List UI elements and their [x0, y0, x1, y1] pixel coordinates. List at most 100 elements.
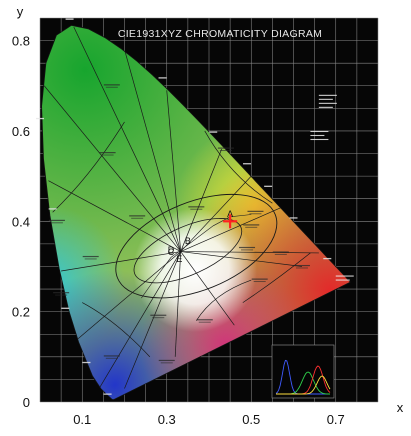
spectrum-inset — [271, 344, 335, 399]
wavelength-tick-mark — [36, 117, 44, 120]
side-notes-group — [310, 94, 354, 281]
wavelength-tick-mark — [48, 208, 57, 210]
region-boundary-arc — [82, 302, 151, 358]
region-label-mark — [295, 267, 308, 269]
wavelength-tick-mark — [289, 217, 298, 219]
region-label-mark — [239, 246, 256, 249]
region-label-mark — [158, 359, 175, 362]
side-note-mark — [310, 134, 325, 137]
inset-frame — [271, 344, 335, 399]
x-tick-label: 0.1 — [73, 412, 91, 427]
region-boundary-line — [61, 251, 181, 272]
side-note-mark — [335, 279, 350, 281]
region-label-mark — [243, 224, 260, 226]
region-label-mark — [293, 264, 310, 267]
region-label-mark — [103, 84, 120, 86]
region-label-mark — [152, 317, 165, 319]
wavelength-tick-mark — [209, 131, 218, 133]
x-axis-label: x — [397, 400, 404, 415]
region-boundary-arc — [52, 121, 125, 213]
region-label-mark — [84, 258, 97, 260]
region-label-mark — [272, 251, 289, 253]
region-boundary-line — [174, 251, 182, 357]
y-tick-label: 0.2 — [12, 305, 30, 320]
side-note-mark — [310, 138, 329, 141]
region-label-mark — [105, 357, 118, 359]
region-boundary-line — [166, 90, 182, 252]
wavelength-tick-mark — [323, 257, 332, 260]
region-label-mark — [190, 208, 203, 210]
region-label-mark — [150, 314, 167, 316]
wavelength-tick-mark — [264, 185, 273, 187]
wavelength-tick-mark — [61, 307, 70, 309]
x-tick-label: 0.3 — [158, 412, 176, 427]
region-boundary-line — [98, 251, 181, 389]
wavelength-tick-mark — [158, 77, 167, 79]
wavelength-tick-mark — [103, 393, 112, 395]
region-label-mark — [253, 281, 266, 283]
chart-title: CIE1931XYZ CHROMATICITY DIAGRAM — [118, 28, 322, 40]
region-boundary-line — [77, 251, 181, 340]
color-region-boundaries — [43, 26, 319, 389]
region-label-mark — [247, 210, 264, 212]
illuminant-label-A: A — [227, 209, 233, 219]
region-boundary-arc — [204, 130, 273, 204]
region-label-mark — [103, 355, 120, 357]
wavelength-tick-mark — [65, 18, 74, 20]
region-boundary-line — [124, 49, 182, 252]
region-label-mark — [274, 253, 287, 255]
region-boundary-line — [124, 251, 182, 389]
illuminant-label-E: E — [176, 254, 182, 264]
region-label-mark — [217, 147, 234, 149]
white-region-outer-ellipse — [115, 193, 278, 299]
inset-yellow-curve — [276, 375, 331, 395]
y-tick-label: 0.8 — [12, 34, 30, 49]
white-region-inner-ellipse — [133, 218, 243, 284]
wavelength-tick-mark — [243, 163, 252, 165]
x-tick-label: 0.5 — [242, 412, 260, 427]
region-label-mark — [82, 255, 99, 258]
region-label-mark — [198, 321, 211, 323]
region-boundary-line — [180, 251, 302, 267]
line-of-purples — [113, 281, 351, 401]
illuminant-label-C: C — [168, 247, 175, 257]
region-label-mark — [219, 150, 232, 152]
region-label-mark — [249, 213, 262, 215]
side-note-mark — [318, 94, 337, 96]
region-label-mark — [188, 206, 205, 208]
region-label-group — [48, 84, 310, 364]
wavelength-tick-mark — [82, 361, 91, 364]
region-boundary-line — [73, 26, 182, 252]
spectral-locus-outline — [41, 24, 351, 401]
side-note-mark — [335, 275, 354, 277]
y-tick-label: 0.6 — [12, 124, 30, 139]
region-boundary-line — [180, 148, 223, 252]
x-tick-label: 0.7 — [327, 412, 345, 427]
region-label-mark — [245, 226, 258, 228]
side-note-mark — [318, 102, 337, 104]
region-label-mark — [196, 319, 213, 321]
y-tick-label: 0 — [23, 395, 30, 410]
side-note-mark — [318, 98, 333, 100]
region-boundary-line — [180, 251, 235, 326]
side-note-mark — [310, 130, 329, 133]
region-boundary-line — [180, 251, 319, 254]
region-label-mark — [129, 215, 146, 217]
region-boundary-line — [180, 175, 252, 252]
region-label-mark — [101, 154, 114, 156]
region-label-mark — [241, 249, 254, 251]
region-label-mark — [53, 292, 70, 294]
red-cross-marker — [223, 214, 238, 229]
region-label-mark — [251, 278, 268, 280]
region-label-mark — [99, 152, 116, 154]
y-axis-tick-labels: 0 0.2 0.4 0.6 0.8 — [12, 34, 30, 410]
region-label-mark — [48, 219, 65, 221]
side-note-mark — [318, 106, 333, 108]
region-boundary-line — [180, 207, 281, 252]
illuminant-label-B: B — [185, 236, 191, 246]
illuminant-label-D: D — [168, 245, 175, 255]
region-label-mark — [131, 217, 144, 219]
region-boundary-arc — [242, 252, 311, 303]
